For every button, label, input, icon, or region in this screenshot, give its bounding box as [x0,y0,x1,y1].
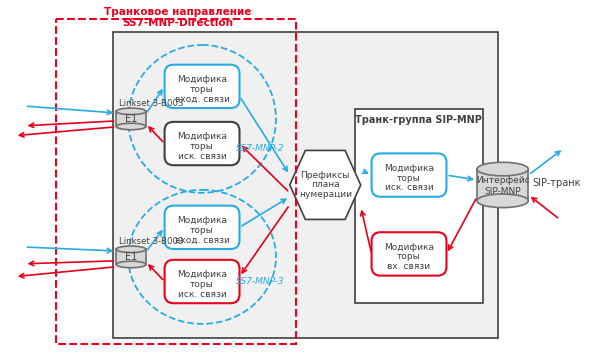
Text: Модифика: Модифика [177,270,227,279]
Text: торы: торы [190,280,214,289]
Text: E1: E1 [125,114,137,124]
Bar [56,19,296,344]
Ellipse shape [477,194,528,208]
Text: плана: плана [311,180,340,190]
Text: Интерфейс: Интерфейс [476,177,529,186]
Bar [113,32,498,338]
Ellipse shape [116,246,146,253]
Text: вход. связи: вход. связи [175,95,230,104]
Text: Префиксы: Префиксы [300,171,350,179]
Text: Модифика: Модифика [384,164,434,173]
Text: Linkset 3-B003: Linkset 3-B003 [119,236,183,245]
Text: SIP-MNP: SIP-MNP [484,187,521,196]
Text: иск. связи: иск. связи [385,183,434,192]
FancyBboxPatch shape [165,260,240,303]
Text: нумерации: нумерации [299,190,352,199]
Text: SS7-MNP-Direction: SS7-MNP-Direction [122,18,233,28]
Text: вх. связи: вх. связи [388,262,431,271]
Text: иск. связи: иск. связи [178,152,227,161]
Text: Модифика: Модифика [177,75,227,84]
Text: иск. связи: иск. связи [178,290,227,299]
FancyBboxPatch shape [165,206,240,249]
Text: Модифика: Модифика [177,132,227,141]
Ellipse shape [116,123,146,130]
Bar [116,249,146,265]
FancyBboxPatch shape [165,65,240,108]
Ellipse shape [116,108,146,114]
Text: Модифика: Модифика [177,216,227,225]
Text: торы: торы [190,226,214,235]
Text: торы: торы [397,252,421,261]
Text: SIP-транк: SIP-транк [532,178,581,188]
Text: Модифика: Модифика [384,243,434,252]
Bar [477,169,528,201]
Text: E1: E1 [125,252,137,262]
Text: Транковое направление: Транковое направление [104,8,251,17]
Text: торы: торы [397,174,421,183]
FancyBboxPatch shape [372,232,447,275]
Ellipse shape [477,162,528,176]
Text: торы: торы [190,142,214,151]
Polygon shape [290,151,360,219]
Text: SS7-MNP-3: SS7-MNP-3 [236,277,284,286]
Text: Linkset 3-B003: Linkset 3-B003 [119,99,183,108]
Text: торы: торы [190,85,214,94]
FancyBboxPatch shape [372,153,447,197]
Bar [355,109,483,303]
Ellipse shape [116,261,146,268]
Text: SS7-MNP-2: SS7-MNP-2 [236,144,284,153]
Text: вход. связи: вход. связи [175,236,230,245]
Text: Транк-группа SIP-MNP: Транк-группа SIP-MNP [355,115,482,125]
Bar [116,111,146,126]
FancyBboxPatch shape [165,122,240,165]
